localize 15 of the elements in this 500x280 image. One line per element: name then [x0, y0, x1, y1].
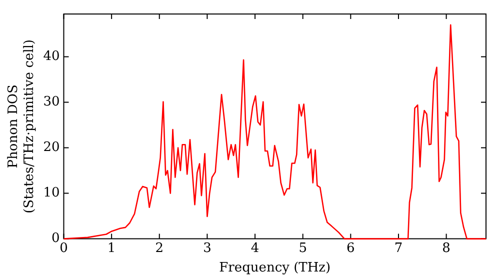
- y-tick-label: 40: [43, 49, 60, 64]
- x-tick-label: 5: [298, 240, 307, 256]
- y-tick-label: 0: [51, 231, 60, 246]
- x-tick-label: 2: [155, 240, 164, 256]
- y-tick-label: 30: [43, 94, 60, 110]
- x-tick-label: 3: [203, 240, 212, 256]
- x-tick-label: 8: [442, 240, 450, 256]
- x-tick-label: 6: [346, 240, 355, 256]
- y-axis-title: Phonon DOS (States/THz·primitive cell): [6, 39, 37, 214]
- y-tick-label: 10: [43, 186, 60, 201]
- x-tick-label: 1: [107, 240, 116, 256]
- x-tick-label: 4: [250, 240, 260, 256]
- x-axis-title: Frequency (THz): [219, 260, 331, 276]
- y-tick-label: 20: [43, 140, 60, 156]
- x-tick-label: 7: [394, 240, 403, 256]
